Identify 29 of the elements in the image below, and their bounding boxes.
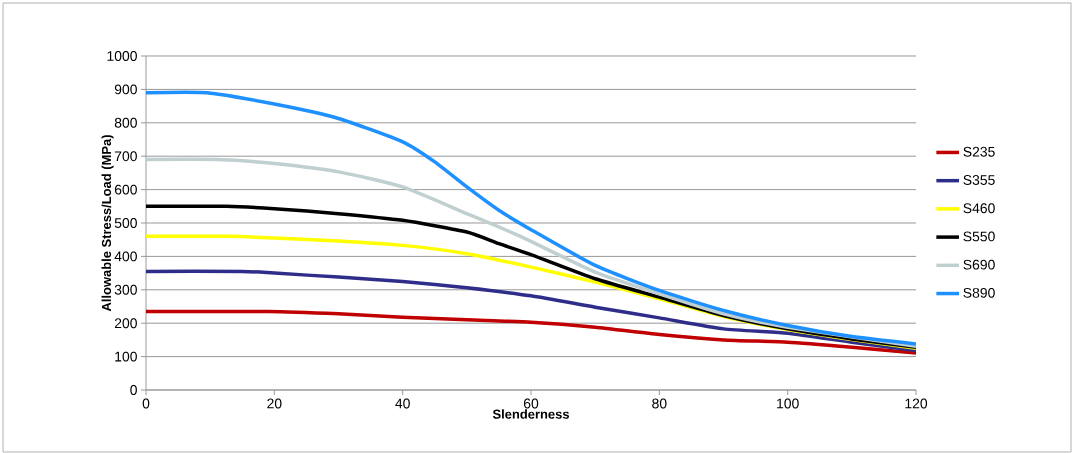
y-tick-label: 600	[114, 184, 137, 195]
x-tick-label: 60	[523, 398, 539, 409]
x-tick-label: 120	[905, 398, 928, 409]
y-tick-label: 500	[114, 218, 137, 228]
legend-label: S355	[963, 175, 995, 185]
line-series	[146, 90, 917, 346]
legend-label: S460	[963, 203, 995, 214]
legend-label: S550	[963, 231, 995, 242]
y-axis-title: Allowable Stress/Load (MPa)	[101, 135, 114, 312]
x-axis-title: Slenderness	[492, 409, 569, 419]
x-tick-label: 100	[777, 398, 799, 409]
x-tick-label: 40	[395, 398, 410, 409]
y-tick-label: 1000	[107, 51, 137, 61]
legend-label: S890	[963, 287, 995, 298]
legend-label: S690	[963, 259, 995, 270]
y-tick-label: 900	[114, 84, 137, 95]
x-tick-label: 0	[142, 398, 150, 409]
y-tick-label: 700	[114, 151, 137, 162]
x-tick-label: 80	[652, 398, 667, 409]
y-tick-label: 300	[114, 284, 137, 295]
line-series	[146, 269, 917, 353]
legend-label: S235	[963, 146, 995, 157]
y-tick-label: 800	[114, 117, 137, 128]
line-series	[146, 309, 917, 355]
y-tick-label: 400	[114, 251, 137, 262]
y-tick-label: 200	[114, 318, 137, 329]
y-tick-label: 0	[130, 385, 137, 395]
y-tick-label: 100	[115, 351, 137, 362]
x-tick-label: 20	[267, 398, 282, 409]
